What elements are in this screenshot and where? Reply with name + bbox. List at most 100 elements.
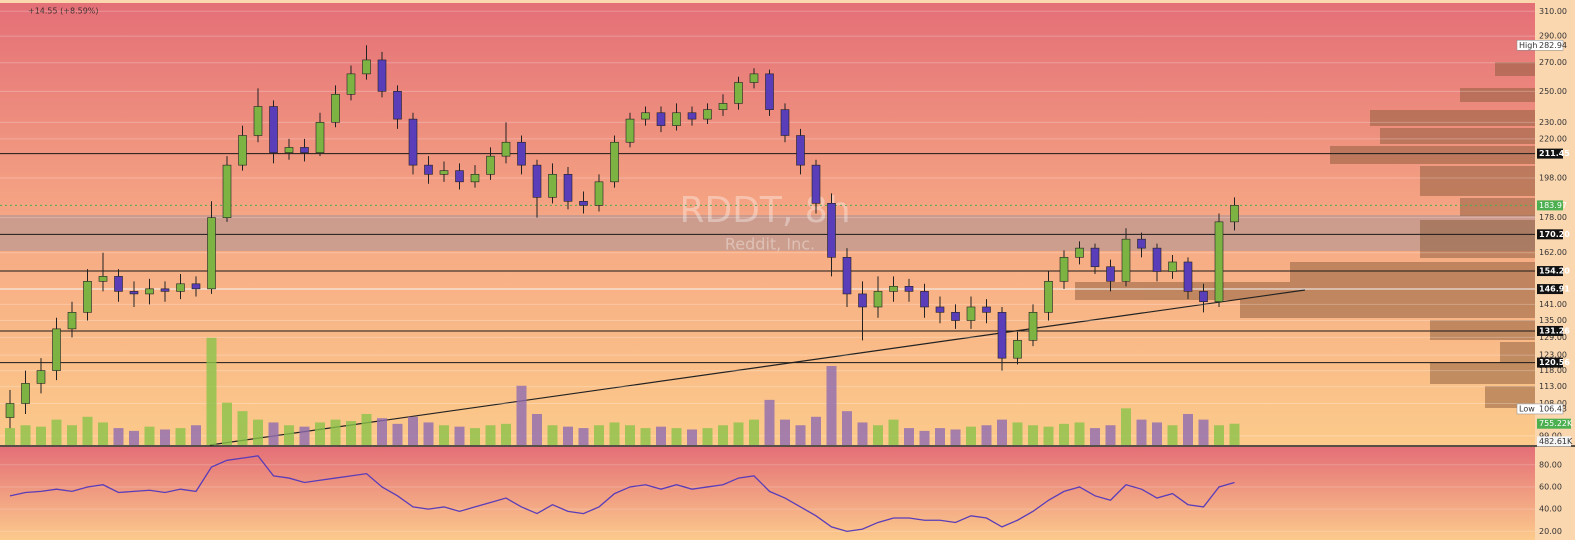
profile-bar (1460, 88, 1535, 102)
candle-body (36, 370, 46, 384)
volume-bar (733, 422, 744, 445)
volume-bar (439, 425, 449, 445)
marker-box (1516, 403, 1564, 415)
level-label-box (1537, 357, 1563, 368)
candle-body (532, 164, 542, 198)
y-tick-label: 99.00 (1539, 431, 1562, 440)
volume-bar (361, 413, 372, 445)
profile-bar (1460, 198, 1535, 216)
candle-body (1106, 266, 1115, 282)
volume-bar (780, 419, 790, 445)
level-label-box (1537, 284, 1563, 295)
volume-bar (826, 366, 837, 445)
volume-bar (625, 425, 635, 445)
profile-bar (1420, 166, 1535, 196)
candle-body (718, 103, 728, 110)
rsi-tick-label: 40.00 (1539, 505, 1562, 514)
candle-body (52, 328, 61, 371)
volume-bar (315, 422, 325, 445)
volume-bar (20, 425, 31, 445)
y-tick-label: 135.00 (1539, 316, 1567, 325)
profile-bar (1075, 282, 1535, 300)
volume-bar (346, 421, 356, 445)
candle-body (1137, 238, 1146, 249)
volume-bar (113, 428, 124, 445)
profile-bar (1495, 62, 1535, 76)
candle-body (982, 306, 991, 313)
volume-bar (888, 419, 899, 445)
y-tick-label: 118.00 (1539, 366, 1567, 375)
volume-bar (377, 418, 387, 445)
marker-name: Low (1519, 404, 1535, 413)
rsi-tick-label: 20.00 (1539, 527, 1562, 536)
volume-bar (144, 426, 155, 445)
candle-body (858, 293, 867, 308)
volume-bar (160, 429, 170, 445)
y-tick-label: 141.00 (1539, 300, 1567, 309)
candle-body (997, 312, 1007, 359)
volume-bar (1121, 408, 1131, 445)
candle-body (827, 203, 836, 258)
volume-bar (516, 385, 527, 445)
candle-body (1013, 340, 1022, 359)
candle-body (269, 106, 278, 153)
candle-body (904, 286, 914, 292)
volume-bar (687, 429, 697, 445)
candle-body (1059, 257, 1069, 282)
volume-bar (609, 422, 620, 445)
volume-bar (935, 428, 945, 445)
volume-bar (1136, 419, 1147, 445)
candle-body (1214, 221, 1224, 303)
candle-body (1121, 238, 1131, 282)
y-tick-label: 198.00 (1539, 174, 1567, 183)
candle-body (734, 82, 743, 104)
candle-body (67, 312, 77, 330)
volume-bar (82, 416, 93, 445)
profile-bar (1430, 320, 1535, 340)
volume-bar (1074, 422, 1085, 445)
level-label: 120.56 (1539, 358, 1570, 367)
volume-bar (5, 428, 15, 445)
volume-profile (1075, 62, 1535, 408)
volume-bar (67, 425, 77, 445)
volume-bar (640, 428, 651, 445)
volume-bar (1214, 425, 1224, 445)
marker-box (1516, 40, 1564, 51)
level-label-box (1537, 325, 1563, 336)
price-change: +14.55 (+8.59%) (28, 7, 99, 16)
volume-bar (873, 425, 883, 445)
candle-body (145, 288, 154, 295)
candle-body (300, 147, 309, 153)
candle-body (687, 112, 697, 120)
volume-label-box (1537, 418, 1571, 429)
volume-bar (1167, 425, 1178, 445)
candle-body (1090, 247, 1100, 268)
candle-body (501, 141, 511, 157)
volume-bar (299, 426, 310, 445)
candle-body (129, 291, 139, 295)
y-tick-label: 310.00 (1539, 7, 1567, 16)
marker-value: 282.94 (1539, 41, 1567, 50)
profile-bar (1330, 146, 1535, 164)
candle-body (408, 118, 418, 166)
volume-bar (1105, 425, 1116, 445)
level-label-box (1537, 266, 1563, 277)
volume-bar (919, 430, 930, 445)
level-label: 131.26 (1539, 326, 1570, 335)
profile-bar (1420, 220, 1535, 258)
candle-body (207, 217, 216, 290)
volume-bar (206, 337, 217, 445)
candle-body (377, 59, 387, 92)
candle-body (470, 174, 480, 183)
volume-bar (454, 426, 465, 445)
marker-value: 106.43 (1539, 404, 1567, 413)
candle-body (610, 141, 619, 183)
volume-bar (749, 419, 759, 445)
volume-bar (485, 425, 496, 445)
candle-body (873, 291, 883, 308)
volume-bar (702, 428, 713, 445)
volume-bar (98, 422, 108, 445)
volume-bar (1229, 423, 1240, 445)
volume-bar (656, 426, 666, 445)
volume-bar (718, 425, 728, 445)
